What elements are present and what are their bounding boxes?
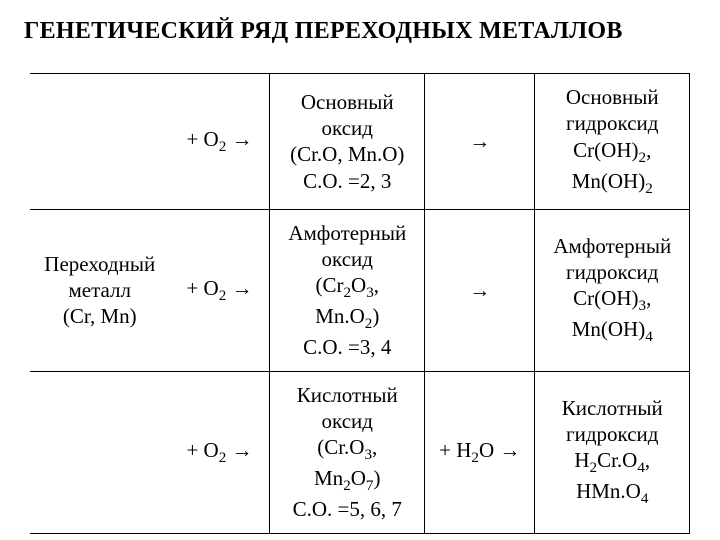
cell-arrow: + H2O → <box>425 371 535 533</box>
text: Кислотный <box>297 383 398 407</box>
text: H2Cr.O4, <box>574 448 650 472</box>
cell-hydroxide: Основный гидроксид Cr(OH)2, Mn(OH)2 <box>535 74 690 210</box>
text: (Cr, Mn) <box>63 304 137 328</box>
text: Cr(OH)3, <box>573 286 651 310</box>
text: → <box>469 278 490 302</box>
cell-oxide: Амфотерный оксид (Cr2O3, Mn.O2) С.О. =3,… <box>270 209 425 371</box>
text: + O2 → <box>186 276 252 300</box>
chemistry-table: + O2 → Основный оксид (Cr.O, Mn.O) С.О. … <box>30 73 691 534</box>
cell-hydroxide: Амфотерный гидроксид Cr(OH)3, Mn(OH)4 <box>535 209 690 371</box>
text: Кислотный <box>562 396 663 420</box>
cell-metal: Переходный металл (Cr, Mn) <box>30 209 170 371</box>
text: (Cr.O3, <box>317 435 377 459</box>
text: (Cr.O, Mn.O) <box>290 142 404 166</box>
text: Основный <box>301 90 394 114</box>
cell-hydroxide: Кислотный гидроксид H2Cr.O4, HMn.O4 <box>535 371 690 533</box>
text: гидроксид <box>566 422 658 446</box>
text: оксид <box>322 116 373 140</box>
text: Mn(OH)4 <box>572 317 653 341</box>
text: С.О. =3, 4 <box>303 335 391 359</box>
text: гидроксид <box>566 111 658 135</box>
text: + O2 → <box>186 438 252 462</box>
cell-oxide: Кислотный оксид (Cr.O3, Mn2O7) С.О. =5, … <box>270 371 425 533</box>
cell-reagent: + O2 → <box>170 74 270 210</box>
text: Амфотерный <box>553 234 671 258</box>
text: Cr(OH)2, <box>573 138 651 162</box>
cell-reagent: + O2 → <box>170 371 270 533</box>
page-title: ГЕНЕТИЧЕСКИЙ РЯД ПЕРЕХОДНЫХ МЕТАЛЛОВ <box>24 18 700 45</box>
cell-arrow: → <box>425 74 535 210</box>
text: + O2 → <box>186 127 252 151</box>
text: Основный <box>566 85 659 109</box>
text: оксид <box>322 409 373 433</box>
table-row: + O2 → Кислотный оксид (Cr.O3, Mn2O7) С.… <box>30 371 690 533</box>
cell-empty <box>30 74 170 210</box>
text: гидроксид <box>566 260 658 284</box>
cell-arrow: → <box>425 209 535 371</box>
text: Mn2O7) <box>314 466 380 490</box>
text: (Cr2O3, <box>315 273 379 297</box>
text: HMn.O4 <box>576 479 648 503</box>
text: металл <box>68 278 131 302</box>
text: Переходный <box>44 252 155 276</box>
cell-oxide: Основный оксид (Cr.O, Mn.O) С.О. =2, 3 <box>270 74 425 210</box>
text: Амфотерный <box>288 221 406 245</box>
cell-reagent: + O2 → <box>170 209 270 371</box>
text: С.О. =5, 6, 7 <box>293 497 402 521</box>
text: С.О. =2, 3 <box>303 169 391 193</box>
text: → <box>469 129 490 153</box>
cell-empty <box>30 371 170 533</box>
text: + H2O → <box>439 438 520 462</box>
table-row: Переходный металл (Cr, Mn) + O2 → Амфоте… <box>30 209 690 371</box>
table-row: + O2 → Основный оксид (Cr.O, Mn.O) С.О. … <box>30 74 690 210</box>
text: Mn(OH)2 <box>572 169 653 193</box>
text: Mn.O2) <box>315 304 379 328</box>
text: оксид <box>322 247 373 271</box>
